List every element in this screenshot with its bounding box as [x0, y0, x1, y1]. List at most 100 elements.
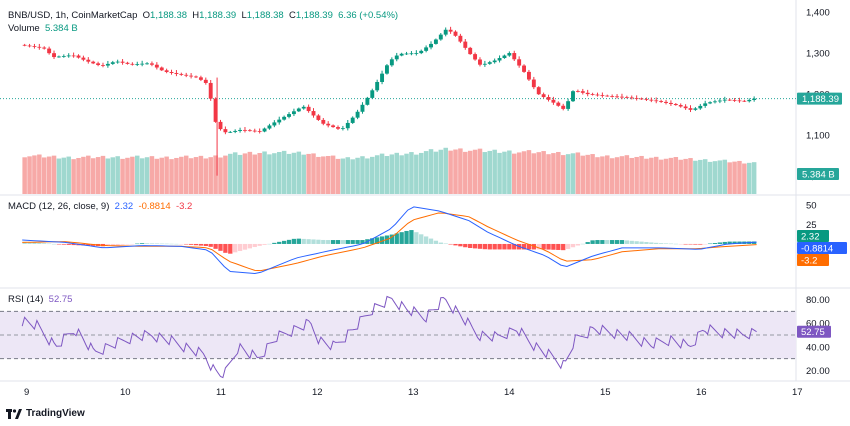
volume-bar — [120, 158, 125, 194]
candle-body — [507, 53, 512, 56]
macd-histogram-bar — [252, 243, 257, 248]
volume-bar — [521, 151, 527, 194]
candle-body — [639, 98, 644, 100]
macd-histogram-bar — [159, 243, 164, 245]
volume-bar — [683, 158, 688, 194]
rsi-tick-label: 80.00 — [806, 295, 830, 306]
candle-body — [316, 115, 321, 120]
volume-bar — [477, 148, 483, 194]
candle-body — [56, 56, 61, 58]
candle-body — [110, 62, 115, 64]
candle-body — [350, 117, 355, 123]
macd-histogram-bar — [448, 243, 453, 245]
candle-body — [580, 91, 585, 93]
candle-body — [140, 63, 145, 65]
macd-histogram-bar — [296, 238, 301, 244]
macd-histogram-bar — [223, 243, 228, 253]
candle-body — [585, 92, 590, 95]
macd-histogram-bar — [600, 240, 605, 244]
candle-body — [566, 101, 571, 109]
candle-body — [76, 55, 81, 58]
volume-bar — [600, 156, 605, 194]
volume-bar — [404, 153, 409, 194]
candle-body — [365, 97, 370, 105]
candle-body — [233, 130, 238, 132]
macd-histogram-bar — [649, 242, 654, 244]
volume-bar — [360, 156, 365, 194]
candle-body — [81, 57, 86, 60]
macd-histogram-bar — [355, 240, 360, 244]
change-value: 6.36 (+0.54%) — [338, 10, 399, 21]
candle-body — [419, 50, 424, 54]
candle-body — [399, 53, 404, 56]
candle-body — [277, 119, 282, 123]
macd-histogram-bar — [228, 243, 233, 254]
macd-histogram-bar — [482, 243, 488, 250]
candle-body — [52, 53, 56, 58]
rsi-band — [0, 311, 796, 359]
time-tick-label: 14 — [504, 387, 515, 398]
volume-bar — [291, 152, 297, 194]
macd-histogram-bar — [399, 232, 404, 244]
macd-histogram-bar — [575, 243, 581, 246]
volume-bar — [658, 159, 664, 194]
candle-body — [291, 111, 296, 115]
macd-histogram-bar — [433, 240, 439, 244]
volume-bar — [164, 156, 169, 194]
candle-body — [526, 71, 531, 80]
candle-body — [326, 123, 331, 126]
macd-histogram-bar — [561, 243, 566, 251]
close-label: C — [289, 10, 296, 21]
candle-body — [443, 29, 448, 35]
macd-histogram-bar — [164, 243, 169, 245]
rsi-label: RSI (14) — [8, 294, 44, 305]
macd-histogram-bar — [218, 243, 223, 251]
macd-histogram-bar — [404, 230, 409, 244]
candle-body — [664, 101, 668, 103]
volume-bar — [634, 156, 639, 194]
candle-body — [208, 82, 213, 99]
candle-body — [91, 61, 96, 64]
macd-histogram-bar — [394, 233, 399, 244]
volume-bar — [482, 152, 488, 194]
candle-body — [331, 125, 336, 128]
macd-histogram-bar — [135, 243, 140, 245]
tradingview-logo[interactable]: TradingView — [6, 408, 85, 419]
signal-line — [22, 212, 757, 272]
volume-bar — [37, 154, 42, 194]
low-value: 1,188.38 — [246, 10, 284, 21]
volume-bar — [301, 154, 306, 194]
signal-badge-label: -0.8814 — [801, 244, 833, 255]
macd-histogram-bar — [722, 241, 727, 244]
candle-body — [512, 53, 517, 60]
candle-body — [262, 128, 267, 132]
time-tick-label: 10 — [120, 387, 131, 398]
volume-bar — [663, 158, 669, 194]
macd-histogram-bar — [610, 240, 615, 244]
macd-badge — [797, 230, 829, 242]
candle-body — [37, 46, 42, 48]
volume-legend: Volume 5.384 B — [8, 23, 78, 35]
candle-body — [683, 106, 688, 109]
candle-body — [654, 100, 659, 102]
macd-histogram-bar — [208, 243, 213, 247]
candle-body — [164, 70, 169, 73]
candle-body — [698, 105, 703, 109]
volume-bar — [188, 158, 194, 194]
volume-bar — [183, 155, 189, 194]
macd-histogram-bar — [149, 243, 155, 244]
candle-body — [389, 59, 394, 66]
high-value: 1,188.39 — [199, 10, 237, 21]
volume-bar — [252, 154, 258, 194]
macd-histogram-bar — [37, 242, 42, 244]
candle-body — [497, 58, 502, 61]
volume-bar — [423, 151, 429, 194]
candle-body — [659, 101, 664, 102]
high-label: H — [192, 10, 200, 21]
macd-histogram-bar — [487, 243, 492, 250]
volume-bar — [330, 155, 336, 194]
macd-histogram-bar — [463, 243, 468, 248]
candle-body — [66, 55, 71, 57]
volume-bar — [237, 154, 243, 194]
